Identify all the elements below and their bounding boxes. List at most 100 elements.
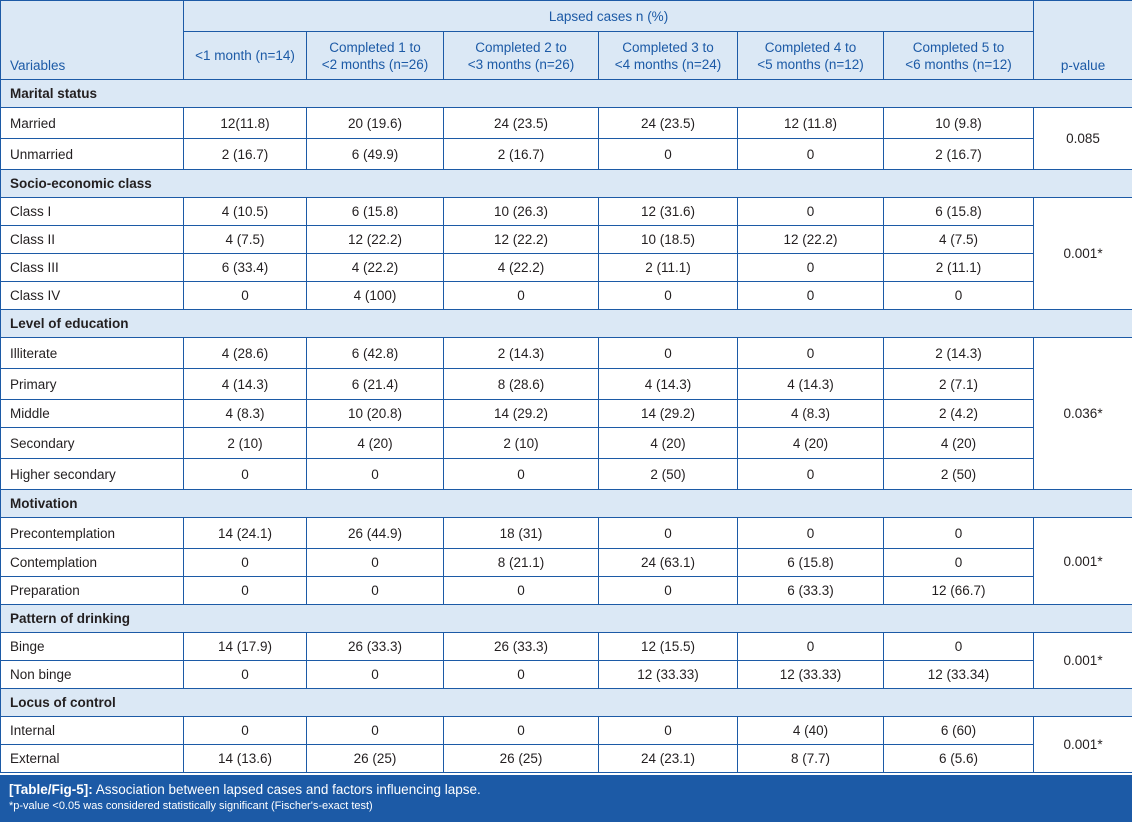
table-cell: 0 xyxy=(443,458,599,490)
table-cell: 0 xyxy=(882,632,1035,661)
duration-column-header: Completed 2 to <3 months (n=26) xyxy=(443,31,599,80)
column-header-line1: Completed 3 to xyxy=(622,39,714,55)
row-label: Secondary xyxy=(0,427,184,459)
table-cell: 2 (10) xyxy=(443,427,599,459)
duration-column-header: Completed 1 to <2 months (n=26) xyxy=(306,31,444,80)
table-cell: 0 xyxy=(443,660,599,689)
table-cell: 4 (20) xyxy=(737,427,884,459)
row-label: External xyxy=(0,744,184,773)
table-cell: 2 (16.7) xyxy=(443,138,599,170)
table-cell: 4 (14.3) xyxy=(183,368,307,400)
section-heading: Marital status xyxy=(0,79,1132,108)
table-cell: 0 xyxy=(183,548,307,577)
table-cell: 2 (16.7) xyxy=(183,138,307,170)
table-cell: 4 (20) xyxy=(598,427,738,459)
table-row: Class II 4 (7.5) 12 (22.2) 12 (22.2) 10 (18.… xyxy=(0,225,1132,254)
p-value-cell: 0.001* xyxy=(1033,517,1132,605)
table-row: Class III 6 (33.4) 4 (22.2) 4 (22.2) 2 (11.1… xyxy=(0,253,1132,282)
table-cell: 14 (17.9) xyxy=(183,632,307,661)
column-header-line1: Completed 4 to xyxy=(764,39,857,55)
table-cell: 0 xyxy=(737,138,884,170)
row-label: Class IV xyxy=(0,281,184,310)
table-cell: 2 (11.1) xyxy=(598,253,738,282)
table-cell: 12 (15.5) xyxy=(598,632,738,661)
duration-column-header: <1 month (n=14) xyxy=(183,31,307,80)
table-cell: 0 xyxy=(443,576,599,605)
table-cell: 0 xyxy=(183,660,307,689)
table-row: Primary 4 (14.3) 6 (21.4) 8 (28.6) 4 (14.3) 4… xyxy=(0,368,1132,400)
p-value-column-header: p-value xyxy=(1033,0,1132,80)
table-cell: 4 (22.2) xyxy=(306,253,444,282)
table-cell: 0 xyxy=(306,576,444,605)
table-cell: 0 xyxy=(598,337,738,369)
table-cell: 8 (28.6) xyxy=(443,368,599,400)
caption-footnote: *p-value <0.05 was considered statistica… xyxy=(9,800,373,812)
table-cell: 12 (33.33) xyxy=(737,660,884,689)
table-cell: 12 (22.2) xyxy=(306,225,444,254)
table-cell: 0 xyxy=(183,576,307,605)
duration-column-header: Completed 5 to <6 months (n=12) xyxy=(882,31,1035,80)
row-label: Unmarried xyxy=(0,138,184,170)
column-header-line2: <3 months (n=26) xyxy=(467,56,575,72)
table-row: Married 12(11.8) 20 (19.6) 24 (23.5) 24 (23.… xyxy=(0,107,1132,170)
table-cell: 18 (31) xyxy=(443,517,599,549)
table-cell: 2 (14.3) xyxy=(882,337,1035,369)
table-row: Non binge 0 0 0 12 (33.33) 12 (33.33) 12 (33.3… xyxy=(0,660,1132,689)
p-value-cell: 0.001* xyxy=(1033,632,1132,689)
table-cell: 4 (7.5) xyxy=(183,225,307,254)
table-cell: 20 (19.6) xyxy=(306,107,444,139)
row-label: Class I xyxy=(0,197,184,226)
table-cell: 26 (33.3) xyxy=(443,632,599,661)
lapse-association-table: Variables Lapsed cases n (%) p-value <1 … xyxy=(0,0,1132,773)
table-row: Precontemplation 14 (24.1) 26 (44.9) 18 (31… xyxy=(0,517,1132,605)
column-header-line2: <2 months (n=26) xyxy=(321,56,429,72)
table-cell: 6 (42.8) xyxy=(306,337,444,369)
table-cell: 4 (20) xyxy=(882,427,1035,459)
table-cell: 26 (44.9) xyxy=(306,517,444,549)
table-cell: 12 (33.34) xyxy=(882,660,1035,689)
table-cell: 6 (49.9) xyxy=(306,138,444,170)
table-cell: 4 (40) xyxy=(737,716,884,745)
table-cell: 0 xyxy=(598,716,738,745)
table-cell: 4 (28.6) xyxy=(183,337,307,369)
caption-text: Association between lapsed cases and fac… xyxy=(92,782,481,797)
row-label: Married xyxy=(0,107,184,139)
table-cell: 4 (7.5) xyxy=(882,225,1035,254)
table-cell: 2 (7.1) xyxy=(882,368,1035,400)
p-value-cell: 0.001* xyxy=(1033,716,1132,773)
row-label: Preparation xyxy=(0,576,184,605)
table-cell: 0 xyxy=(737,337,884,369)
row-label: Contemplation xyxy=(0,548,184,577)
table-cell: 6 (21.4) xyxy=(306,368,444,400)
table-cell: 4 (8.3) xyxy=(737,399,884,428)
p-value-cell: 0.085 xyxy=(1033,107,1132,170)
table-cell: 0 xyxy=(183,281,307,310)
table-cell: 8 (21.1) xyxy=(443,548,599,577)
table-header: Variables Lapsed cases n (%) p-value <1 … xyxy=(0,0,1132,80)
table-cell: 0 xyxy=(306,458,444,490)
table-cell: 4 (8.3) xyxy=(183,399,307,428)
table-cell: 0 xyxy=(443,716,599,745)
column-header-line1: Completed 5 to xyxy=(912,39,1005,55)
table-row: Class IV 0 4 (100) 0 0 0 0 xyxy=(0,281,1132,310)
table-cell: 24 (23.5) xyxy=(598,107,738,139)
table-cell: 12 (22.2) xyxy=(737,225,884,254)
table-cell: 6 (15.8) xyxy=(306,197,444,226)
p-value-cell: 0.036* xyxy=(1033,337,1132,490)
table-cell: 6 (60) xyxy=(882,716,1035,745)
table-cell: 0 xyxy=(443,281,599,310)
table-cell: 0 xyxy=(598,281,738,310)
table-cell: 0 xyxy=(737,281,884,310)
table-row: Higher secondary 0 0 0 2 (50) 0 2 (50) xyxy=(0,458,1132,490)
table-row: External 14 (13.6) 26 (25) 26 (25) 24 (23.1)… xyxy=(0,744,1132,773)
table-row: Unmarried 2 (16.7) 6 (49.9) 2 (16.7) 0 0 2 (16… xyxy=(0,138,1132,170)
row-label: Binge xyxy=(0,632,184,661)
table-cell: 0 xyxy=(737,197,884,226)
section-heading: Locus of control xyxy=(0,688,1132,717)
section-heading: Motivation xyxy=(0,489,1132,518)
table-cell: 12 (11.8) xyxy=(737,107,884,139)
table-cell: 14 (29.2) xyxy=(598,399,738,428)
table-cell: 14 (24.1) xyxy=(183,517,307,549)
table-cell: 2 (16.7) xyxy=(882,138,1035,170)
